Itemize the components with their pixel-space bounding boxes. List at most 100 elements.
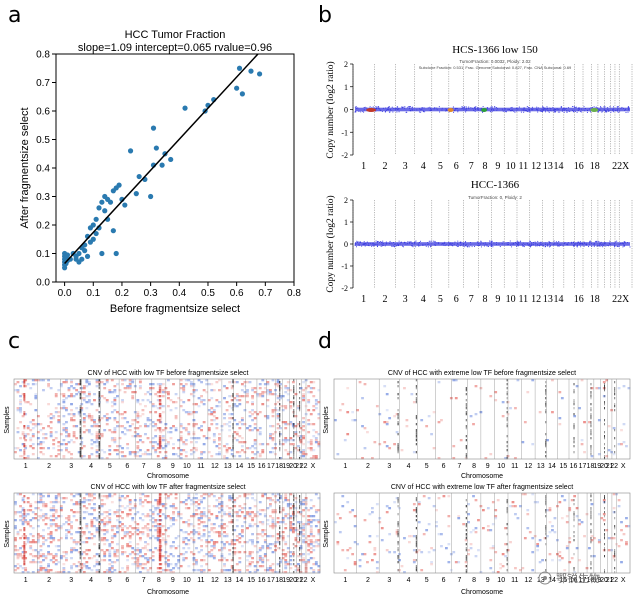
heatmap-cell [57,495,61,498]
heatmap-cell [415,569,417,572]
heatmap-cell [314,545,318,548]
heatmap-cell [302,509,305,512]
heatmap-cell [16,409,20,412]
heatmap-cell [72,413,76,416]
heatmap-cell [141,555,145,558]
heatmap-cell [31,527,35,530]
heatmap-cell [261,495,265,498]
heatmap-cell [47,571,50,574]
heatmap-cell [383,421,387,424]
heatmap-cell [281,421,285,424]
chromosome-label: 18 [587,463,595,470]
heatmap-cell [24,433,28,436]
heatmap-cell [182,553,186,556]
heatmap-cell [184,557,188,560]
heatmap-cell [136,543,140,546]
heatmap-cell [590,415,592,418]
copy-number-point [468,107,470,109]
copy-number-point [354,106,356,108]
heatmap-cell [116,383,119,386]
heatmap-cell [469,531,473,534]
heatmap-cell [612,507,616,510]
heatmap-cell [240,525,244,528]
copy-number-point [474,108,477,110]
heatmap-cell [607,537,611,540]
heatmap-cell [289,443,293,446]
heatmap-cell [506,383,508,386]
copy-number-point [573,106,575,108]
copy-number-point [549,243,551,245]
chromosome-label: 5 [438,294,443,305]
heatmap-cell [526,509,530,512]
heatmap-cell [427,415,431,418]
heatmap-cell [59,393,63,396]
heatmap-cell [573,519,575,522]
heatmap-cell [358,381,362,384]
heatmap-cell [447,525,451,528]
heatmap-cell [47,385,50,388]
heatmap-cell [302,429,305,432]
heatmap-cell [289,457,293,460]
heatmap-cell [158,531,162,534]
heatmap-cell [16,391,20,394]
heatmap-cell [103,551,107,554]
heatmap-cell [182,449,186,452]
heatmap-cell [299,555,303,558]
copy-number-point [575,106,577,109]
heatmap-cell [151,517,155,520]
heatmap-cell [36,443,40,446]
heatmap-cell [230,567,234,570]
heatmap-cell [294,537,298,540]
heatmap-cell [281,549,285,552]
heatmap-cell [293,505,295,508]
heatmap-cell [246,569,249,572]
heatmap-cell [597,419,601,422]
heatmap-cell [182,557,186,560]
chromosome-label: 10 [497,463,505,470]
heatmap-cell [590,535,594,538]
copy-number-point [499,246,501,248]
heatmap-cell [65,379,68,382]
heatmap-cell [235,439,239,442]
heatmap-cell [293,523,295,526]
heatmap-cell [172,519,175,522]
heatmap-cell [235,511,239,514]
heatmap-cell [279,383,283,386]
heatmap-cell [298,505,301,508]
copy-number-point [558,241,560,243]
heatmap-cell [182,387,186,390]
heatmap-cell [317,417,321,420]
copy-number-point [401,107,403,109]
heatmap-cell [248,429,252,432]
heatmap-cell [207,531,211,534]
heatmap-cell [14,537,17,540]
data-point [84,253,91,259]
heatmap-cell [141,531,145,534]
heatmap-cell [286,517,290,520]
heatmap-cell [131,435,135,438]
heatmap-cell [98,405,101,408]
heatmap-cell [269,525,272,528]
copy-number-point [486,244,488,246]
heatmap-cell [294,447,298,450]
copy-number-point [373,245,375,247]
heatmap-cell [167,441,170,444]
heatmap-cell [297,407,300,410]
heatmap-cell [146,561,150,564]
heatmap-cell [417,549,421,552]
heatmap-cell [59,525,63,528]
heatmap-cell [309,525,313,528]
heatmap-cell [240,445,244,448]
heatmap-cell [248,525,252,528]
copy-number-point [521,244,523,246]
heatmap-cell [509,505,512,508]
heatmap-cell [397,499,399,502]
heatmap-cell [271,527,275,530]
heatmap-cell [23,533,26,536]
heatmap-cell [23,495,26,498]
heatmap-cell [113,427,117,430]
heatmap-cell [167,393,170,396]
heatmap-cell [261,545,265,548]
heatmap-cell [225,533,229,536]
heatmap-cell [491,545,495,548]
